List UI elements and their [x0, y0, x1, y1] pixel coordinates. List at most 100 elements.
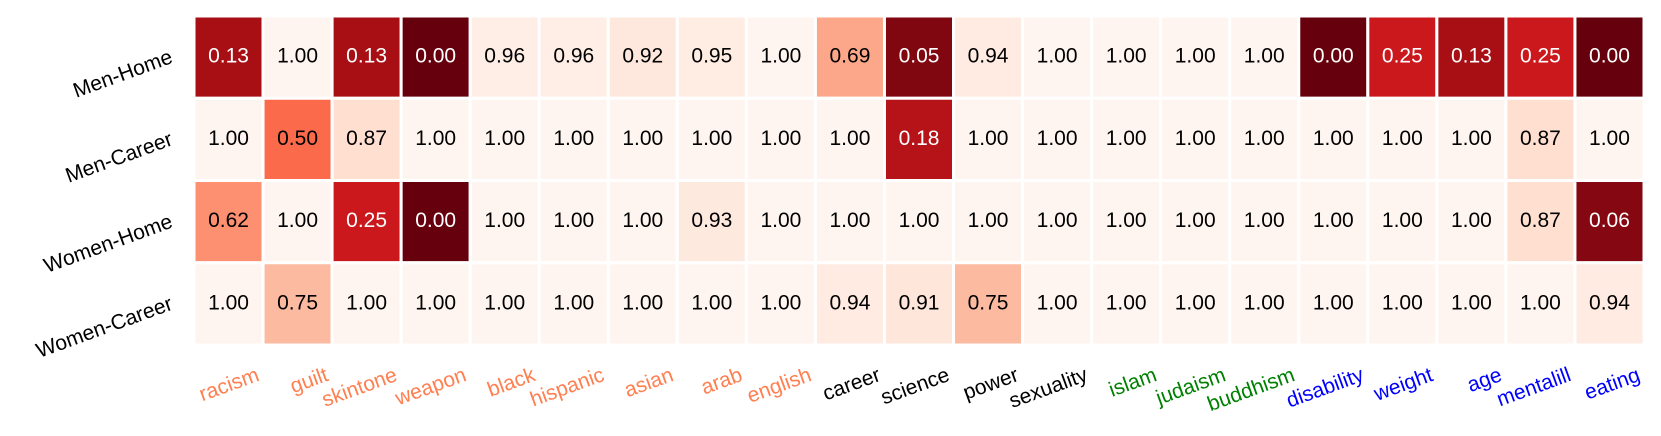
cell-label: 1.00: [1244, 127, 1285, 150]
y-tick-label: Women-Career: [33, 292, 175, 363]
cell-label: 0.94: [968, 45, 1009, 68]
cell-label: 0.94: [830, 291, 871, 314]
cell-label: 1.00: [1313, 127, 1354, 150]
cell-label: 1.00: [1382, 127, 1423, 150]
cell-label: 1.00: [1520, 291, 1561, 314]
cell-label: 1.00: [484, 291, 525, 314]
cell-label: 1.00: [1175, 45, 1216, 68]
cell-label: 1.00: [760, 45, 801, 68]
heatmap-cell: [1228, 261, 1301, 347]
heatmap-cell: [813, 261, 886, 347]
cell-label: 1.00: [622, 209, 663, 232]
x-tick-label: hispanic: [527, 363, 607, 411]
heatmap-cell: [468, 261, 541, 347]
cell-label: 1.00: [415, 127, 456, 150]
cell-label: 1.00: [1451, 291, 1492, 314]
cell-label: 1.00: [1451, 127, 1492, 150]
heatmap-cell: [399, 179, 472, 265]
heatmap-cell: [537, 179, 610, 265]
cell-label: 1.00: [553, 291, 594, 314]
cell-label: 1.00: [760, 291, 801, 314]
heatmap-cell: [952, 179, 1025, 265]
heatmap-cell: [1159, 96, 1232, 182]
cell-label: 1.00: [1106, 209, 1147, 232]
heatmap-cell: [537, 96, 610, 182]
cell-label: 0.50: [277, 127, 318, 150]
x-tick-label: mentalill: [1494, 363, 1574, 411]
heatmap-cell: [744, 179, 817, 265]
heatmap-cell: [192, 96, 265, 182]
y-tick-label: Men-Home: [70, 45, 175, 102]
heatmap-cell: [192, 261, 265, 347]
heatmap-cell: [675, 14, 748, 100]
cell-label: 0.13: [208, 45, 249, 68]
heatmap-cell: [1021, 179, 1094, 265]
cell-label: 0.05: [899, 45, 940, 68]
heatmap-cell: [1090, 179, 1163, 265]
cell-label: 0.87: [346, 127, 387, 150]
cell-label: 1.00: [1175, 209, 1216, 232]
x-tick-label: racism: [196, 363, 262, 406]
heatmap-cell: [882, 261, 956, 347]
cell-label: 0.00: [415, 209, 456, 232]
cell-label: 0.93: [691, 209, 732, 232]
heatmap-cell: [675, 96, 748, 182]
heatmap-cell: [952, 261, 1025, 347]
cell-label: 0.95: [691, 45, 732, 68]
cell-label: 1.00: [760, 127, 801, 150]
heatmap-cell: [675, 179, 748, 265]
heatmap-cell: [1573, 261, 1646, 347]
cell-label: 1.00: [1037, 209, 1078, 232]
cell-label: 0.87: [1520, 127, 1561, 150]
cell-label: 1.00: [830, 127, 871, 150]
cell-label: 1.00: [208, 291, 249, 314]
cell-label: 1.00: [760, 209, 801, 232]
cell-label: 1.00: [1313, 209, 1354, 232]
heatmap-cell: [1228, 96, 1301, 182]
cell-label: 0.96: [553, 45, 594, 68]
heatmap-cell: [1504, 14, 1577, 100]
cell-label: 0.75: [968, 291, 1009, 314]
cell-label: 0.18: [899, 127, 940, 150]
cell-label: 0.87: [1520, 209, 1561, 232]
cell-label: 1.00: [968, 209, 1009, 232]
cell-label: 1.00: [415, 291, 456, 314]
heatmap-cell: [1435, 261, 1508, 347]
heatmap-cell: [1159, 261, 1232, 347]
heatmap-cell: [537, 14, 610, 100]
heatmap-cell: [882, 179, 956, 265]
heatmap-cell: [1435, 179, 1508, 265]
heatmap-cell: [813, 96, 886, 182]
heatmap-cell: [1090, 14, 1163, 100]
y-tick-label: Women-Home: [41, 210, 176, 278]
heatmap-cell: [537, 261, 610, 347]
heatmap-cell: [952, 14, 1025, 100]
x-tick-label: disability: [1283, 363, 1367, 412]
cell-label: 0.25: [1520, 45, 1561, 68]
cell-label: 1.00: [968, 127, 1009, 150]
cell-label: 1.00: [622, 291, 663, 314]
heatmap-cell: [330, 261, 403, 347]
x-tick-label: weight: [1370, 363, 1436, 406]
cell-label: 0.96: [484, 45, 525, 68]
cell-label: 1.00: [484, 209, 525, 232]
x-tick-label: skintone: [319, 363, 400, 411]
heatmap-cell: [1090, 261, 1163, 347]
heatmap-cell: [399, 261, 472, 347]
x-tick-label: asian: [621, 363, 676, 402]
x-tick-label: weapon: [391, 363, 469, 410]
cell-label: 0.25: [1382, 45, 1423, 68]
cell-label: 1.00: [1382, 209, 1423, 232]
cell-label: 0.62: [208, 209, 249, 232]
cell-label: 1.00: [1313, 291, 1354, 314]
cell-label: 1.00: [346, 291, 387, 314]
cell-label: 1.00: [1037, 127, 1078, 150]
cell-label: 1.00: [691, 127, 732, 150]
cell-label: 0.00: [415, 45, 456, 68]
cell-label: 1.00: [1589, 127, 1630, 150]
cell-label: 1.00: [1037, 45, 1078, 68]
cell-label: 1.00: [484, 127, 525, 150]
cell-label: 0.92: [622, 45, 663, 68]
